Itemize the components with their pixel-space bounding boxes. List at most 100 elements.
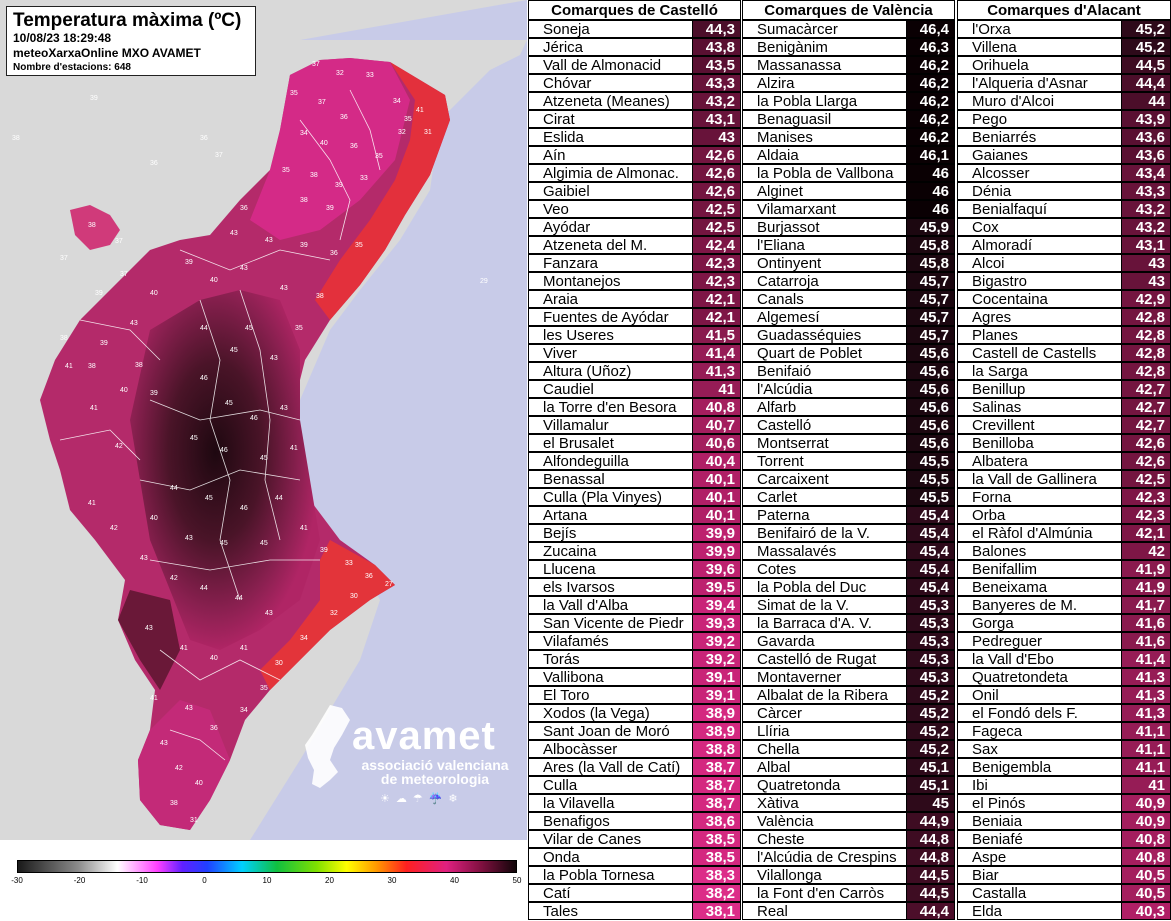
station-temperature: 39,3 [692,614,741,632]
svg-text:46: 46 [200,375,208,382]
table-row: Benassal 40,1 [528,470,741,488]
svg-text:35: 35 [260,685,268,692]
svg-text:36: 36 [340,114,348,121]
station-name: el Ràfol d'Almúnia [957,524,1122,542]
station-name: Gorga [957,614,1122,632]
table-row: Salinas 42,7 [957,398,1171,416]
svg-text:45: 45 [260,540,268,547]
station-name: Atzeneta del M. [528,236,693,254]
svg-text:43: 43 [145,625,153,632]
station-temperature: 40,8 [1121,848,1171,866]
svg-text:43: 43 [230,230,238,237]
table-row: Ibi 41 [957,776,1171,794]
table-row: l'Alcúdia 45,6 [742,380,955,398]
station-temperature: 42,7 [1121,398,1171,416]
station-name: Castelló de Rugat [742,650,907,668]
table-row: Vilafamés 39,2 [528,632,741,650]
station-name: Sant Joan de Moró [528,722,693,740]
station-name: Quatretondeta [957,668,1122,686]
logo-subtitle-line2: de meteorologia [380,771,490,787]
station-temperature: 40,8 [1121,830,1171,848]
station-temperature: 41 [1121,776,1171,794]
legend-tick: 0 [202,876,207,885]
station-temperature: 40,9 [1121,812,1171,830]
station-temperature: 45,3 [906,614,955,632]
station-name: Quatretonda [742,776,907,794]
map-title-box: Temperatura màxima (ºC) 10/08/23 18:29:4… [6,6,256,76]
svg-text:41: 41 [180,645,188,652]
station-name: el Brusalet [528,434,693,452]
station-temperature: 45,6 [906,380,955,398]
table-row: Gorga 41,6 [957,614,1171,632]
station-name: Chella [742,740,907,758]
station-temperature: 42,8 [1121,344,1171,362]
station-name: la Pobla Tornesa [528,866,693,884]
table-row: Planes 42,8 [957,326,1171,344]
station-name: Pedreguer [957,632,1122,650]
station-name: Benigànim [742,38,907,56]
station-name: la Pobla de Vallbona [742,164,907,182]
table-row: Cotes 45,4 [742,560,955,578]
table-row: Bejís 39,9 [528,524,741,542]
station-temperature: 43,4 [1121,164,1171,182]
station-name: Orihuela [957,56,1122,74]
table-row: la Vall de Gallinera 42,5 [957,470,1171,488]
station-temperature: 43 [1121,272,1171,290]
table-row: Torrent 45,5 [742,452,955,470]
station-temperature: 45,6 [906,416,955,434]
station-temperature: 40,5 [1121,884,1171,902]
station-temperature: 38,1 [692,902,741,920]
table-row: Soneja 44,3 [528,20,741,38]
station-name: Artana [528,506,693,524]
station-name: l'Orxa [957,20,1122,38]
station-name: la Vall d'Ebo [957,650,1122,668]
station-temperature: 39,2 [692,632,741,650]
station-temperature: 45,3 [906,632,955,650]
table-row: la Barraca d'A. V. 45,3 [742,614,955,632]
station-name: Villamalur [528,416,693,434]
svg-text:35: 35 [295,325,303,332]
svg-text:43: 43 [185,535,193,542]
map-source: meteoXarxaOnline MXO AVAMET [13,46,201,60]
logo-name: avamet [352,714,496,758]
map-canvas: 37 32 33 34 35 32 41 31 35 37 36 34 40 36 35 38 39 3… [0,0,527,840]
table-row: la Pobla de Vallbona 46 [742,164,955,182]
station-temperature: 45 [906,794,955,812]
station-name: Almoradí [957,236,1122,254]
table-row: Albalat de la Ribera 45,2 [742,686,955,704]
station-name: Muro d'Alcoi [957,92,1122,110]
station-temperature: 43 [692,128,741,146]
station-name: Eslida [528,128,693,146]
station-temperature: 41 [692,380,741,398]
table-row: la Pobla Llarga 46,2 [742,92,955,110]
station-temperature: 44,8 [906,848,955,866]
svg-text:34: 34 [300,635,308,642]
svg-text:36: 36 [200,135,208,142]
station-name: Xàtiva [742,794,907,812]
station-name: la Vall d'Alba [528,596,693,614]
station-name: Zucaina [528,542,693,560]
svg-text:37: 37 [318,99,326,106]
station-name: Ares (la Vall de Catí) [528,758,693,776]
svg-text:44: 44 [200,585,208,592]
station-name: Banyeres de M. [957,596,1122,614]
station-temperature: 45,4 [906,578,955,596]
station-temperature: 38,6 [692,812,741,830]
north-interior-zone [250,58,410,240]
station-temperature: 45,8 [906,254,955,272]
table-row: Fanzara 42,3 [528,254,741,272]
svg-text:35: 35 [355,242,363,249]
station-temperature: 38,5 [692,848,741,866]
station-name: Montaverner [742,668,907,686]
station-temperature: 45,7 [906,326,955,344]
station-name: Albatera [957,452,1122,470]
station-temperature: 38,5 [692,830,741,848]
station-temperature: 44 [1121,92,1171,110]
station-temperature: 43,6 [1121,128,1171,146]
svg-text:43: 43 [280,405,288,412]
svg-text:37: 37 [60,255,68,262]
svg-text:31: 31 [190,817,198,824]
station-name: Dénia [957,182,1122,200]
table-row: Viver 41,4 [528,344,741,362]
legend-tick: 30 [387,876,397,885]
